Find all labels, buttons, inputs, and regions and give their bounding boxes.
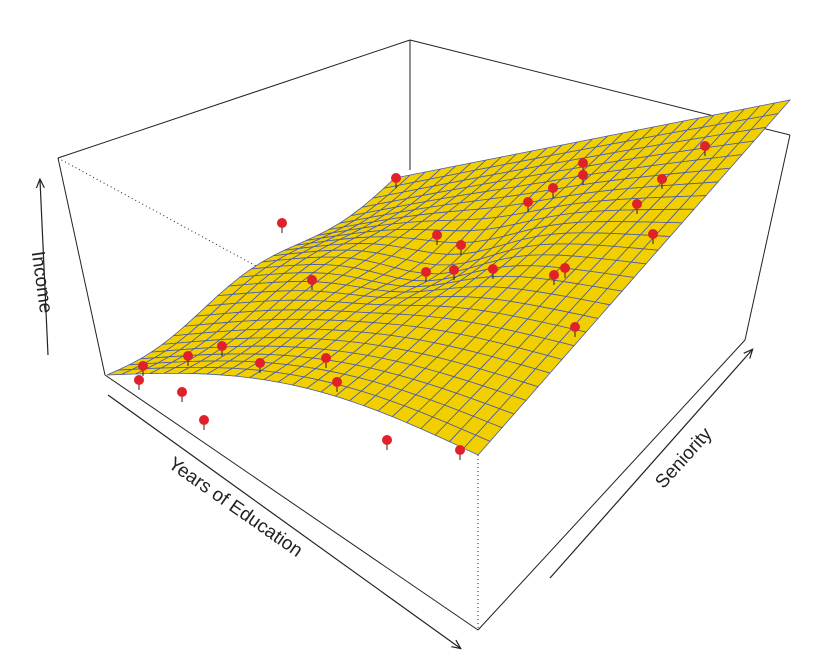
y-axis-label: Seniority (651, 423, 716, 492)
observation (138, 361, 148, 371)
observation (307, 275, 317, 285)
y-axis-arrow (549, 350, 752, 579)
observation (488, 264, 498, 274)
x-axis-arrow (107, 394, 460, 648)
observation (177, 387, 187, 397)
surface (106, 99, 792, 456)
observation (657, 174, 667, 184)
observation (277, 218, 287, 228)
observation (455, 445, 465, 455)
axes (40, 180, 752, 648)
observation (134, 375, 144, 385)
observation (570, 322, 580, 332)
surface-cell (463, 434, 491, 456)
observation (421, 267, 431, 277)
observation (549, 270, 559, 280)
observation (700, 141, 710, 151)
box-edge (744, 134, 791, 341)
x-axis-label: Years of Education (164, 453, 306, 561)
observation (382, 435, 392, 445)
observation (548, 183, 558, 193)
box-edge (104, 374, 479, 631)
points (134, 141, 710, 460)
observation (432, 230, 442, 240)
observation (199, 415, 209, 425)
box-edge (57, 157, 106, 376)
observation (523, 197, 533, 207)
observation (321, 353, 331, 363)
observation (578, 158, 588, 168)
box-edge (477, 339, 746, 631)
observation (648, 229, 658, 239)
observation (456, 240, 466, 250)
observation (560, 263, 570, 273)
z-axis-arrow (40, 180, 49, 356)
box-edge (57, 39, 411, 159)
observation (632, 199, 642, 209)
observation (217, 341, 227, 351)
observation (332, 377, 342, 387)
observation (578, 170, 588, 180)
observation (391, 173, 401, 183)
plot-box (57, 39, 791, 631)
z-axis-label: Income (27, 250, 56, 315)
observation (449, 265, 459, 275)
observation (255, 358, 265, 368)
observation (183, 351, 193, 361)
